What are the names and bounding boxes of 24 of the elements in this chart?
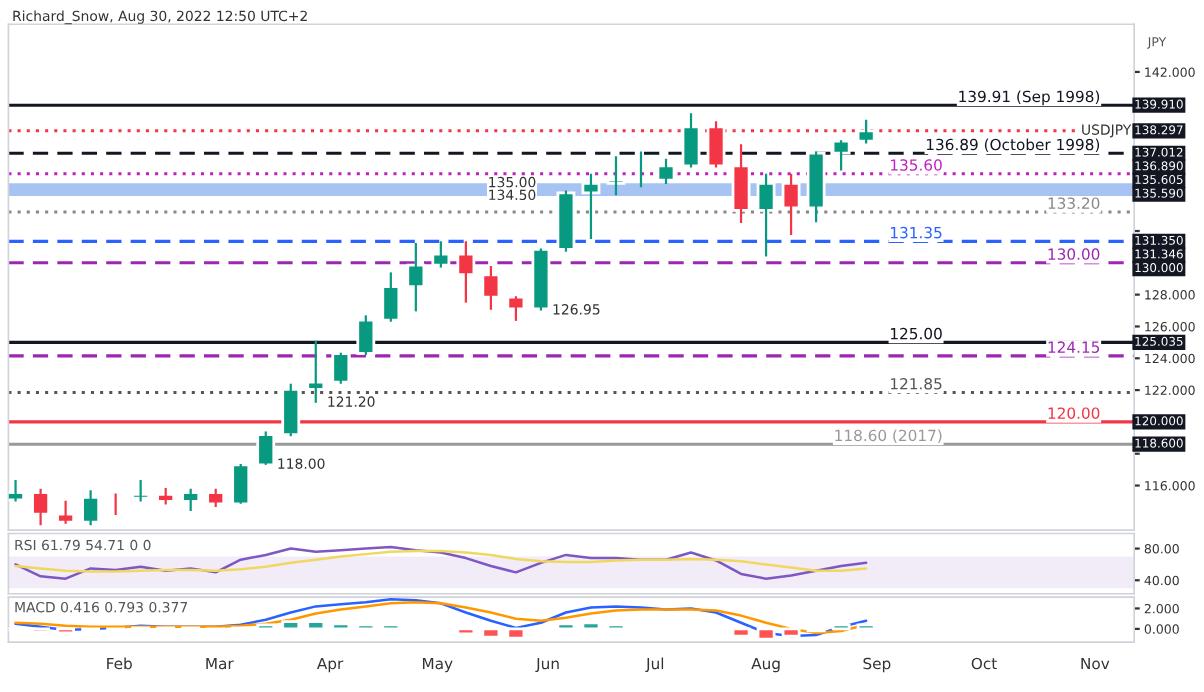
candlestick xyxy=(306,339,326,404)
candlestick xyxy=(206,487,226,509)
candlestick xyxy=(856,118,876,145)
candlestick xyxy=(381,271,401,323)
candlestick xyxy=(781,172,801,237)
candlestick xyxy=(131,478,151,503)
candlestick xyxy=(606,155,626,197)
candlestick xyxy=(281,382,301,438)
candlestick xyxy=(656,157,676,186)
candlestick xyxy=(406,241,426,313)
line-series xyxy=(14,549,868,573)
candlestick xyxy=(231,462,251,506)
candlestick xyxy=(56,499,76,525)
candlestick xyxy=(481,264,501,311)
candlestick xyxy=(256,430,276,467)
candlestick xyxy=(81,489,101,527)
candlestick xyxy=(356,314,376,357)
candlestick xyxy=(431,240,451,269)
candlestick xyxy=(806,150,826,224)
candlestick xyxy=(331,351,351,385)
candlestick xyxy=(156,486,176,506)
candlestick xyxy=(531,247,551,312)
candlestick xyxy=(456,240,476,304)
candlestick xyxy=(181,487,201,513)
